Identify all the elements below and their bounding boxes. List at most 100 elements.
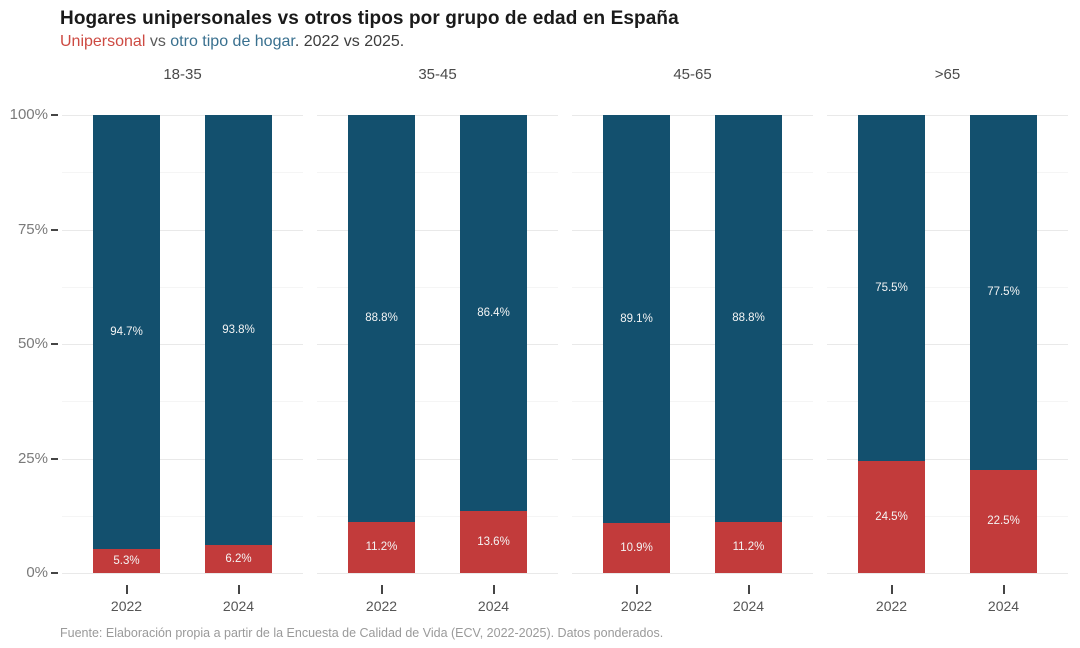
bar-segment-unipersonal [348,521,415,573]
bar-value-label-otro: 88.8% [732,312,765,325]
x-axis-label: 2024 [987,598,1020,614]
bar-segment-unipersonal [460,510,527,573]
minor-gridline [827,515,1068,517]
minor-gridline [572,515,813,517]
bar-value-label-otro: 88.8% [365,312,398,325]
major-gridline [317,573,558,574]
facet-label: >65 [934,66,961,83]
bar-segment-unipersonal [970,469,1037,573]
facet-label: 35-45 [418,66,457,83]
bar-value-label-otro: 94.7% [110,325,143,338]
major-gridline [62,229,303,231]
major-gridline [317,229,558,231]
minor-gridline [317,286,558,288]
bar-value-label-unipersonal: 10.9% [620,542,653,555]
chart-title: Hogares unipersonales vs otros tipos por… [60,8,679,29]
bar-segment-otro-hogar [603,115,670,524]
x-axis-tick-mark [635,585,638,594]
bar-value-label-otro: 86.4% [477,306,510,319]
bar-segment-unipersonal [603,523,670,573]
bar-value-label-otro: 93.8% [222,323,255,336]
bar-value-label-otro: 89.1% [620,313,653,326]
source-note: Fuente: Elaboración propia a partir de l… [60,626,664,640]
y-axis-tick-mark [51,457,58,460]
minor-gridline [62,401,303,403]
bar-segment-unipersonal [715,521,782,573]
y-axis-tick-label: 50% [17,335,48,352]
bar-segment-otro-hogar [858,115,925,461]
minor-gridline [827,286,1068,288]
facet-label: 18-35 [163,66,202,83]
bar-value-label-unipersonal: 24.5% [875,510,908,523]
major-gridline [62,115,303,116]
x-axis-tick-mark [747,585,750,594]
minor-gridline [317,401,558,403]
major-gridline [827,458,1068,460]
x-axis-label: 2022 [365,598,398,614]
bar-value-label-unipersonal: 11.2% [365,541,398,554]
x-axis-label: 2022 [875,598,908,614]
minor-gridline [317,172,558,174]
minor-gridline [62,515,303,517]
x-axis-label: 2024 [222,598,255,614]
bar-value-label-unipersonal: 6.2% [225,552,252,565]
bar-value-label-unipersonal: 22.5% [987,515,1020,528]
facet-label: 45-65 [673,66,712,83]
bar-value-label-unipersonal: 13.6% [477,535,510,548]
subtitle-separator: vs [145,33,171,50]
major-gridline [572,229,813,231]
bar-segment-otro-hogar [348,115,415,522]
major-gridline [572,458,813,460]
x-axis-label: 2024 [732,598,765,614]
x-axis-label: 2022 [110,598,143,614]
major-gridline [572,115,813,116]
minor-gridline [317,515,558,517]
bar-segment-otro-hogar [93,115,160,549]
bar-segment-unipersonal [205,544,272,573]
major-gridline [62,573,303,574]
bar-value-label-unipersonal: 5.3% [113,554,140,567]
y-axis-tick-mark [51,114,58,116]
major-gridline [827,573,1068,574]
x-axis-tick-mark [1002,585,1005,594]
bar-segment-unipersonal [93,548,160,573]
minor-gridline [572,401,813,403]
major-gridline [572,573,813,574]
chart-subtitle: Unipersonal vs otro tipo de hogar. 2022 … [60,33,404,51]
minor-gridline [572,286,813,288]
subtitle-series-unipersonal: Unipersonal [60,33,146,50]
bar-segment-unipersonal [858,460,925,573]
minor-gridline [62,286,303,288]
minor-gridline [827,172,1068,174]
bar-segment-otro-hogar [715,115,782,522]
major-gridline [572,344,813,345]
y-axis-tick-mark [51,228,58,231]
major-gridline [827,344,1068,345]
minor-gridline [572,172,813,174]
y-axis-tick-label: 25% [17,449,48,467]
y-axis-tick-label: 100% [9,106,48,123]
major-gridline [827,229,1068,231]
major-gridline [317,458,558,460]
x-axis-label: 2022 [620,598,653,614]
minor-gridline [62,172,303,174]
y-axis-tick-label: 75% [17,220,48,238]
y-axis-tick-mark [51,343,58,345]
major-gridline [317,115,558,116]
x-axis-tick-mark [492,585,495,594]
minor-gridline [827,401,1068,403]
x-axis-tick-mark [380,585,383,594]
major-gridline [62,344,303,345]
x-axis-label: 2024 [477,598,510,614]
subtitle-rest: . 2022 vs 2025. [294,33,405,50]
x-axis-tick-mark [237,585,240,594]
bar-value-label-unipersonal: 11.2% [732,541,765,554]
major-gridline [827,115,1068,116]
bar-segment-otro-hogar [205,115,272,545]
bar-segment-otro-hogar [970,115,1037,470]
x-axis-tick-mark [890,585,893,594]
y-axis-tick-mark [51,572,58,574]
major-gridline [62,458,303,460]
x-axis-tick-mark [125,585,128,594]
